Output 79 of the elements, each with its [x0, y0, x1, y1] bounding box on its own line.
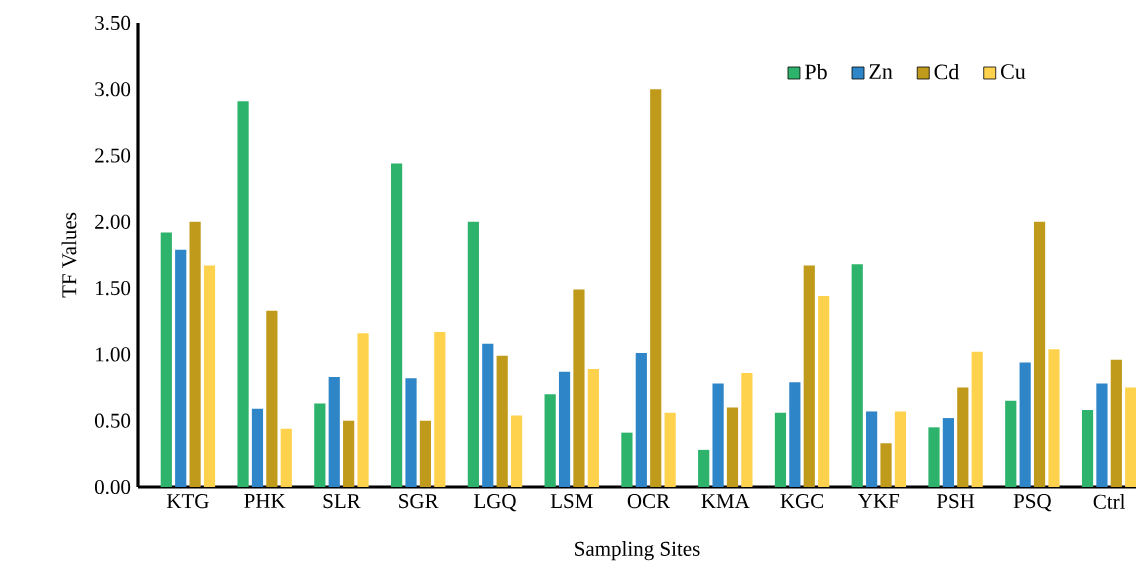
- bar: [203, 265, 216, 487]
- bar: [343, 420, 355, 487]
- x-tick-label: PHK: [244, 494, 286, 508]
- bar: [419, 420, 432, 487]
- bar: [1019, 362, 1031, 487]
- bar: [928, 427, 940, 487]
- bar: [774, 412, 787, 487]
- x-tick-label: SGR: [399, 494, 439, 509]
- x-tick-label: Ctrl: [1093, 494, 1126, 509]
- y-tick-label: 3.00: [95, 82, 131, 97]
- legend-label: Zn: [869, 64, 893, 79]
- bar: [1096, 383, 1108, 487]
- bar: [621, 432, 633, 487]
- bar: [280, 428, 292, 487]
- bar: [405, 378, 417, 487]
- bar: [942, 418, 954, 487]
- bar: [510, 415, 523, 487]
- bar: [175, 249, 187, 487]
- bar: [851, 264, 863, 487]
- bar: [314, 403, 326, 487]
- bar: [957, 387, 969, 487]
- bar: [1110, 359, 1122, 487]
- bar: [789, 382, 801, 487]
- bar: [573, 289, 585, 487]
- legend-label: Cd: [934, 63, 960, 80]
- x-tick-label: YKF: [858, 494, 900, 508]
- y-tick-label: 2.00: [95, 214, 131, 229]
- bar: [1005, 400, 1017, 487]
- y-tick-label: 3.50: [95, 15, 131, 31]
- bar: [266, 310, 278, 487]
- bar: [1033, 221, 1046, 487]
- bar: [803, 265, 815, 487]
- bar: [880, 443, 892, 487]
- bar: [894, 411, 907, 487]
- x-tick-label: PSQ: [1013, 494, 1052, 512]
- bar: [237, 101, 249, 487]
- bar: [482, 343, 494, 487]
- x-tick-label: PSH: [936, 494, 975, 509]
- bar: [189, 221, 201, 487]
- y-tick-label: 0.00: [94, 479, 131, 495]
- y-tick-label: 0.50: [94, 413, 131, 428]
- x-tick-label: KMA: [701, 494, 750, 508]
- y-tick-label: 1.50: [96, 281, 131, 296]
- bar: [587, 369, 599, 487]
- x-tick-label: LSM: [550, 494, 593, 509]
- bar: [1048, 349, 1060, 487]
- bar: [818, 296, 830, 487]
- bar: [726, 407, 739, 487]
- x-tick-label: LGQ: [474, 494, 517, 512]
- bar: [160, 232, 172, 487]
- x-tick-label: KGC: [780, 494, 824, 509]
- bar: [741, 372, 753, 487]
- bar: [434, 331, 446, 487]
- y-axis-title: TF Values: [61, 212, 77, 298]
- bar: [558, 371, 571, 487]
- x-tick-label: OCR: [627, 494, 671, 509]
- y-tick-label: 1.00: [96, 347, 131, 362]
- bar: [1081, 410, 1094, 487]
- bar: [357, 333, 369, 487]
- bar: [650, 89, 662, 487]
- legend-label: Cu: [1001, 64, 1026, 80]
- bar: [251, 408, 264, 487]
- bar: [328, 376, 340, 487]
- x-axis-title: Sampling Sites: [575, 541, 700, 561]
- bar: [1125, 387, 1136, 487]
- y-tick-label: 2.50: [95, 148, 131, 163]
- bar: [496, 355, 508, 487]
- bar: [467, 221, 479, 487]
- x-tick-label: SLR: [323, 494, 361, 509]
- bar: [635, 353, 647, 487]
- bar: [866, 411, 878, 487]
- bar: [391, 163, 403, 487]
- x-tick-label: KTG: [166, 494, 209, 509]
- bar: [544, 394, 556, 487]
- bar: [698, 449, 710, 487]
- legend-label: Pb: [805, 63, 827, 80]
- bar: [712, 383, 724, 487]
- bar: [971, 351, 983, 487]
- bar: [664, 412, 676, 487]
